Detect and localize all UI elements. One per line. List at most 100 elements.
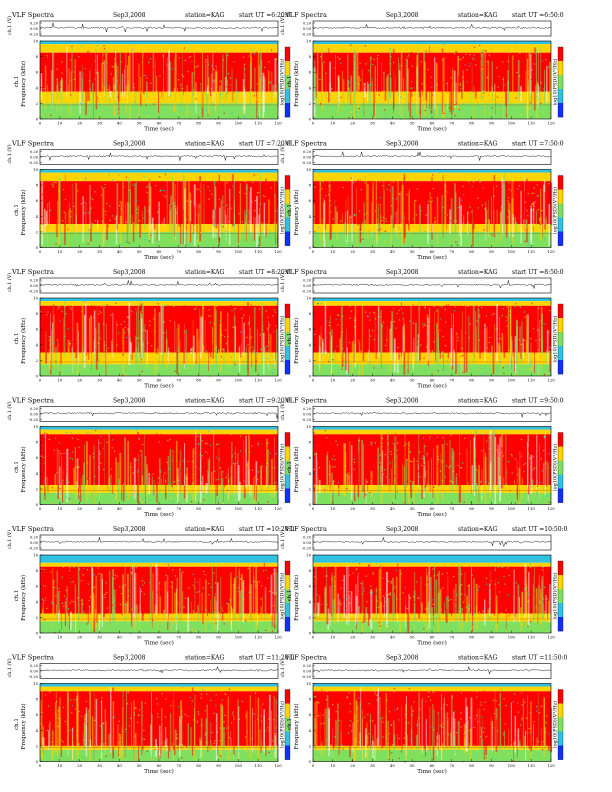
spectrogram-speckle xyxy=(175,361,177,363)
spectrogram-streak xyxy=(366,81,369,101)
spectrogram-speckle xyxy=(217,349,219,351)
spectrogram-speckle xyxy=(505,320,507,322)
time-tick-label: 110 xyxy=(255,121,263,126)
spectrogram-speckle xyxy=(502,455,504,457)
time-tick-label: 100 xyxy=(508,378,516,383)
spectrogram-streak xyxy=(214,78,216,108)
spectrogram-speckle xyxy=(172,459,174,462)
spectrogram-speckle xyxy=(70,501,72,503)
spectrogram-image xyxy=(313,169,553,249)
spectrogram-speckle xyxy=(79,103,81,105)
spectrogram-speckle xyxy=(373,58,375,60)
spectrogram-streak xyxy=(209,72,212,97)
spectrogram-speckle xyxy=(399,193,401,195)
spectrogram-streak xyxy=(171,581,173,627)
spectrogram-speckle xyxy=(389,72,391,75)
spectrogram-streak xyxy=(479,331,481,359)
spectrogram-streak xyxy=(462,80,465,99)
spectrogram-speckle xyxy=(157,51,159,53)
spectrogram-speckle xyxy=(515,338,517,340)
spectrogram-speckle xyxy=(385,594,387,596)
waveform-tick-label: 0.20 xyxy=(30,150,39,154)
spectrogram-speckle xyxy=(368,69,370,72)
spectrogram-speckle xyxy=(257,718,259,720)
spectrogram-speckle xyxy=(314,186,316,188)
spectrogram-speckle xyxy=(209,444,212,446)
spectrogram-speckle xyxy=(149,583,151,585)
spectrogram-speckle xyxy=(382,577,384,579)
time-tick-label: 10 xyxy=(330,249,335,254)
spectrogram-speckle xyxy=(156,111,158,113)
spectrogram-speckle xyxy=(498,76,500,78)
band-core-red xyxy=(40,566,278,614)
spectrogram-streak xyxy=(346,566,348,625)
spectrogram-speckle xyxy=(185,219,187,221)
panel-title: VLF Spectra xyxy=(11,397,54,405)
spectrogram-streak xyxy=(61,77,63,110)
spectrogram-speckle xyxy=(85,177,87,179)
spectrogram-speckle xyxy=(181,237,183,240)
spectrogram-streak xyxy=(421,602,423,622)
spectrogram-speckle xyxy=(262,195,264,197)
spectrogram-speckle xyxy=(108,486,110,488)
spectrogram-speckle xyxy=(456,229,459,231)
spectrogram-speckle xyxy=(337,180,340,182)
spectrogram-streak xyxy=(238,481,241,501)
spectrogram-streak xyxy=(268,199,270,227)
spectrogram-speckle xyxy=(550,233,553,236)
spectrogram-speckle xyxy=(481,66,484,68)
spectrogram-streak xyxy=(72,183,74,231)
spectrogram-speckle xyxy=(447,448,450,451)
spectrogram-speckle xyxy=(365,224,367,226)
spectrogram-streak xyxy=(441,444,444,500)
spectrogram-speckle xyxy=(273,466,275,469)
spectrogram-speckle xyxy=(354,49,356,51)
spectrogram-streak xyxy=(220,576,222,622)
spectrogram-speckle xyxy=(520,177,522,179)
spectrogram-streak xyxy=(88,606,91,630)
spectrogram-speckle xyxy=(125,336,128,339)
spectrogram-speckle xyxy=(461,608,464,611)
spectrogram-speckle xyxy=(162,623,164,625)
spectrogram-streak xyxy=(113,87,115,116)
spectrogram-streak xyxy=(416,54,419,115)
time-tick-label: 120 xyxy=(274,121,282,126)
spectrogram-speckle xyxy=(450,219,452,222)
freq-tick-label: 2 xyxy=(36,358,39,363)
spectrogram-streak xyxy=(473,578,475,618)
spectrogram-speckle xyxy=(366,173,369,175)
spectrogram-streak xyxy=(338,466,339,488)
spectrogram-speckle xyxy=(504,100,506,102)
spectrogram-streak xyxy=(546,329,549,364)
spectrogram-streak xyxy=(363,567,366,623)
spectrogram-streak xyxy=(138,726,140,762)
spectrogram-streak xyxy=(266,438,268,494)
spectrogram-streak xyxy=(193,205,196,225)
spectrogram-speckle xyxy=(334,100,337,102)
spectrogram-streak xyxy=(535,588,538,624)
spectrogram-speckle xyxy=(219,93,221,96)
spectrogram-speckle xyxy=(368,503,370,505)
spectrogram-speckle xyxy=(536,485,539,487)
spectrogram-speckle xyxy=(511,455,513,457)
spectrogram-speckle xyxy=(409,320,411,322)
panel-date: Sep3,2008 xyxy=(113,12,146,19)
spectrogram-speckle xyxy=(62,173,64,175)
spectrogram-streak xyxy=(216,727,219,756)
spectrogram-speckle xyxy=(95,349,97,351)
waveform-axis-label: ch.1 (V) xyxy=(279,530,286,549)
freq-tick-label: 8 xyxy=(309,54,312,59)
spectrogram-speckle xyxy=(467,584,469,587)
spectrogram-streak xyxy=(245,183,248,225)
spectrogram-speckle xyxy=(520,438,523,441)
spectrogram-speckle xyxy=(155,357,157,360)
spectrogram-streak xyxy=(141,318,143,358)
spectrogram-speckle xyxy=(528,70,530,72)
spectrogram-speckle xyxy=(124,221,127,224)
spectrogram-streak xyxy=(158,201,160,241)
spectrogram-speckle xyxy=(41,607,43,609)
spectrogram-streak xyxy=(151,476,153,504)
spectrogram-speckle xyxy=(51,606,53,608)
spectrogram-streak xyxy=(100,573,102,618)
spectrogram-speckle xyxy=(127,595,129,597)
